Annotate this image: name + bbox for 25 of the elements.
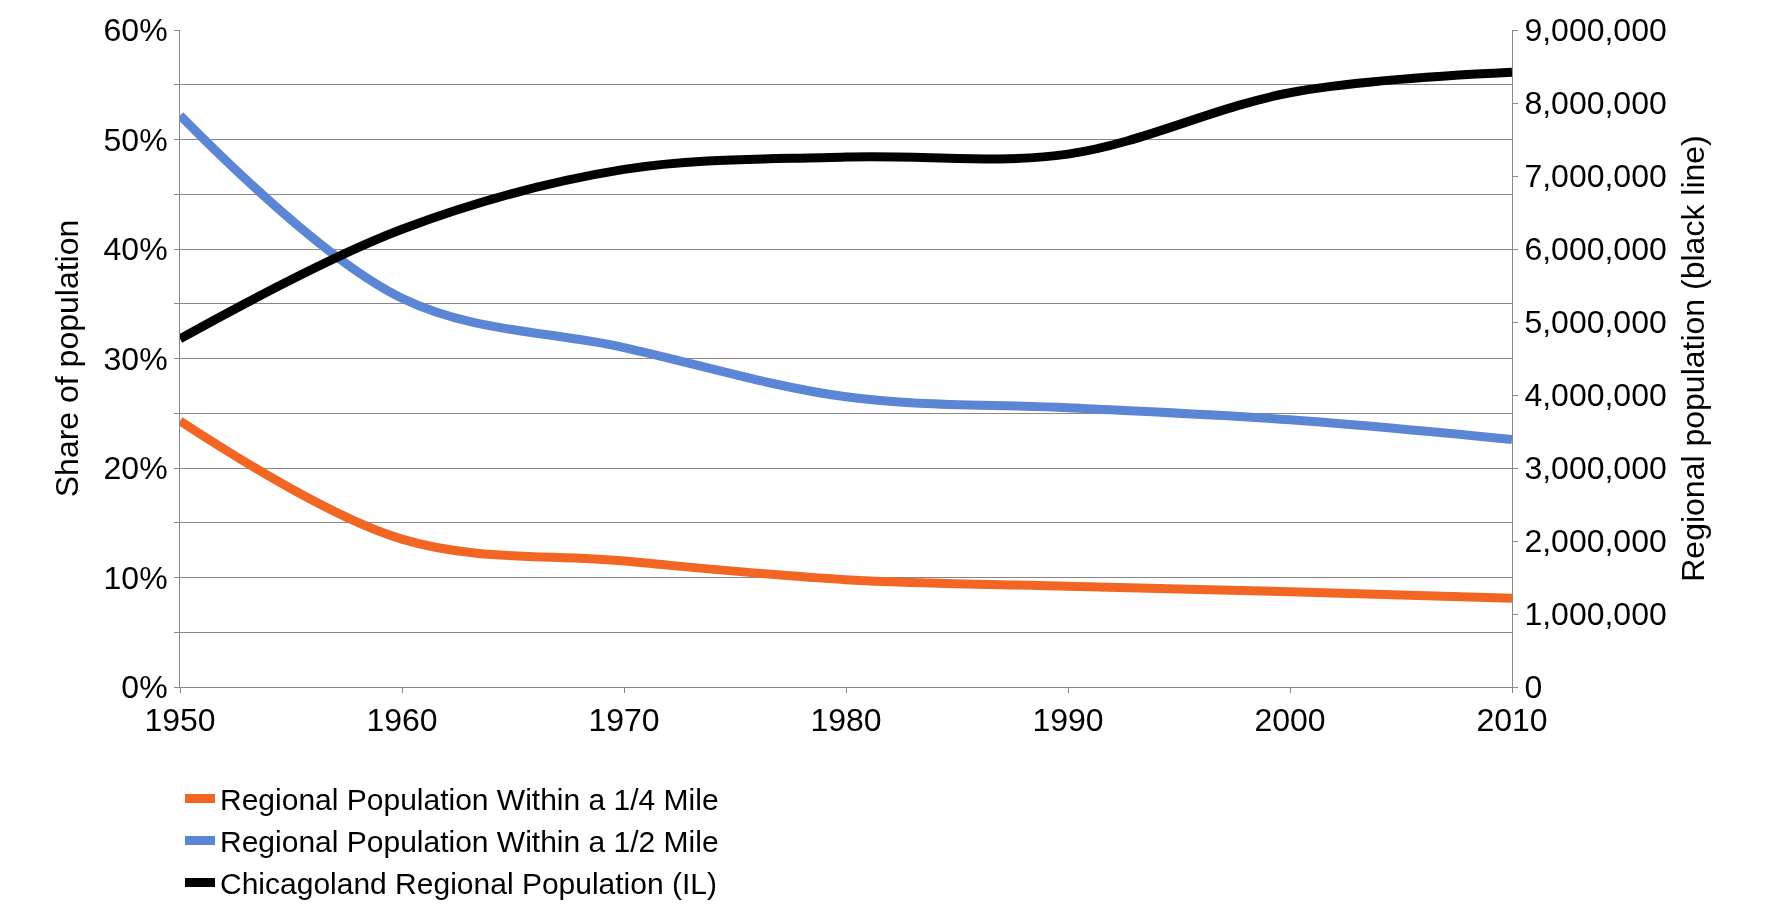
y2-tick-label: 9,000,000 xyxy=(1524,12,1667,49)
x-tick-label: 1980 xyxy=(810,702,882,739)
y2-tick-label: 4,000,000 xyxy=(1524,377,1667,414)
y-tick-label: 60% xyxy=(103,12,168,49)
legend-label: Chicagoland Regional Population (IL) xyxy=(220,867,717,901)
y2-tick-label: 3,000,000 xyxy=(1524,450,1667,487)
y2-tick-label: 7,000,000 xyxy=(1524,158,1667,195)
y-tick-label: 50% xyxy=(103,121,168,158)
y2-tick-label: 8,000,000 xyxy=(1524,85,1667,122)
x-tick-label: 1990 xyxy=(1032,702,1104,739)
x-tick-label: 1960 xyxy=(366,702,438,739)
y2-tick-label: 1,000,000 xyxy=(1524,596,1667,633)
y-tick-label: 20% xyxy=(103,450,168,487)
y2-tick-label: 5,000,000 xyxy=(1524,304,1667,341)
legend-label: Regional Population Within a 1/4 Mile xyxy=(220,783,719,817)
x-tick-label: 1970 xyxy=(588,702,660,739)
y-tick-label: 10% xyxy=(103,559,168,596)
y2-tick-label: 6,000,000 xyxy=(1524,231,1667,268)
legend-label: Regional Population Within a 1/2 Mile xyxy=(220,825,719,859)
x-tick-label: 2000 xyxy=(1254,702,1326,739)
y2-tick-label: 2,000,000 xyxy=(1524,523,1667,560)
y-tick-label: 40% xyxy=(103,231,168,268)
y2-axis-title: Regional population (black line) xyxy=(1674,135,1711,582)
y-axis-title: Share of population xyxy=(48,219,85,498)
y-tick-label: 30% xyxy=(103,340,168,377)
